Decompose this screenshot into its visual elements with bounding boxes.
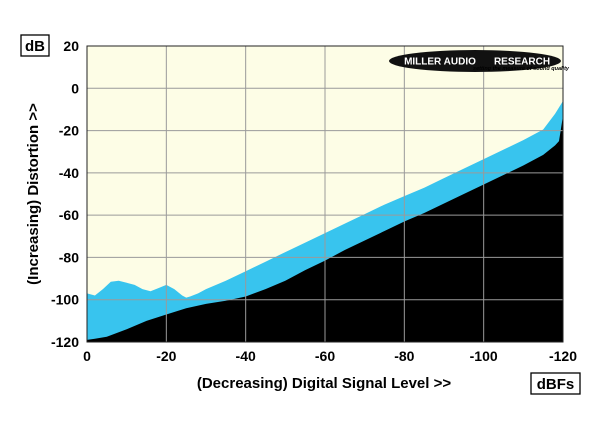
plot-frame [86,45,564,343]
logo-tagline: setting the measure of sound quality [473,66,570,72]
y-tick-labels: 20 0 -20 -40 -60 -80 -100 -120 [51,38,79,350]
x-tick-label: 0 [83,348,91,364]
y-tick-label: -60 [59,207,79,223]
noise-floor-area [87,115,563,342]
y-tick-label: 0 [71,80,79,96]
y-tick-label: -80 [59,249,79,265]
y-tick-label: 20 [63,38,79,54]
logo-text-left: MILLER AUDIO [404,57,476,68]
x-tick-label: -80 [394,348,414,364]
x-unit-box: dBFs [530,372,581,395]
logo-text-right: RESEARCH [494,57,550,68]
x-tick-labels: 0 -20 -40 -60 -80 -100 -120 [83,348,577,364]
y-tick-label: -40 [59,165,79,181]
y-unit-label: dB [25,38,45,55]
x-tick-label: -100 [470,348,498,364]
y-tick-label: -100 [51,292,79,308]
y-tick-label: -120 [51,334,79,350]
y-unit-box: dB [20,34,50,57]
x-tick-label: -40 [236,348,256,364]
x-axis-title: (Decreasing) Digital Signal Level >> [197,375,451,392]
x-tick-label: -60 [315,348,335,364]
x-tick-label: -120 [549,348,577,364]
y-tick-label: -20 [59,123,79,139]
y-axis-title: (Increasing) Distortion >> [25,103,42,285]
x-unit-label: dBFs [537,376,575,393]
x-tick-label: -20 [156,348,176,364]
miller-audio-research-logo: MILLER AUDIO RESEARCH setting the measur… [389,50,570,72]
